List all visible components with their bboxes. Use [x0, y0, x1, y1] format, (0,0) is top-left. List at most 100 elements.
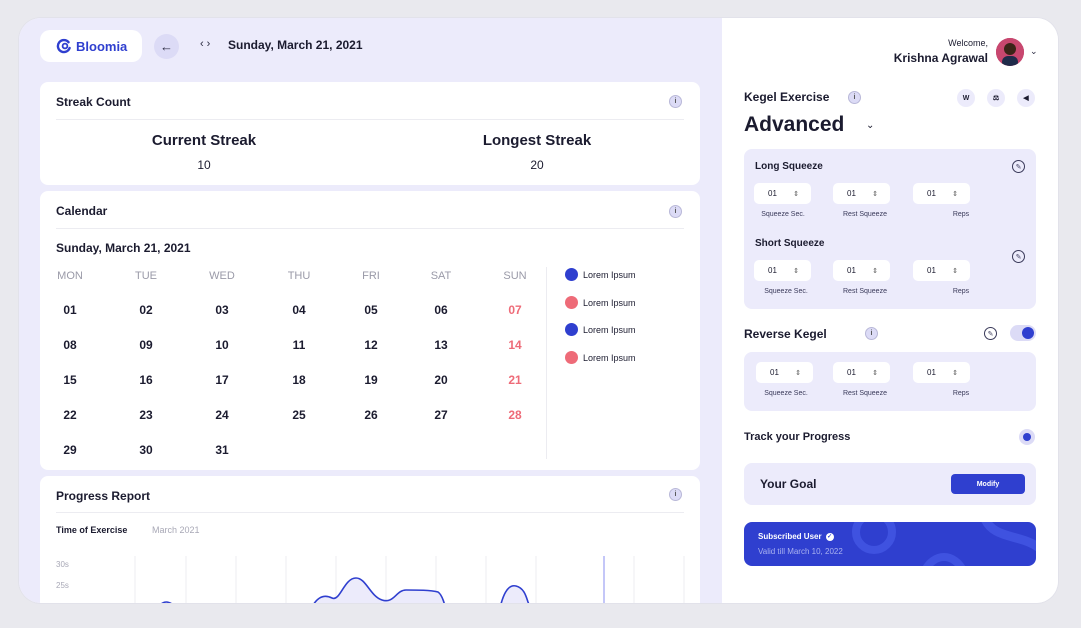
stepper-arrows-icon[interactable]: ⇕: [952, 267, 958, 275]
rest-squeeze-stepper[interactable]: 01 ⇕: [833, 362, 890, 383]
calendar-day[interactable]: 31: [215, 443, 229, 457]
progress-card: Progress Report i Time of Exercise March…: [40, 476, 700, 603]
calendar-card: Calendar i Sunday, March 21, 2021 MON TU…: [40, 191, 700, 470]
calendar-day[interactable]: 30: [139, 443, 153, 457]
level-select[interactable]: Advanced: [744, 113, 845, 136]
calendar-day[interactable]: 19: [364, 373, 378, 387]
calendar-day[interactable]: 12: [364, 338, 378, 352]
calendar-day[interactable]: 09: [139, 338, 153, 352]
weekday-sat: SAT: [430, 270, 452, 282]
legend-label: Lorem Ipsum: [583, 297, 636, 308]
info-icon[interactable]: i: [669, 488, 682, 501]
track-progress-radio[interactable]: [1019, 429, 1035, 445]
calendar-day[interactable]: 20: [434, 373, 448, 387]
calendar-day[interactable]: 15: [63, 373, 77, 387]
squeeze-sec-stepper[interactable]: 01 ⇕: [754, 260, 811, 281]
chart-area-series: [313, 577, 445, 603]
longest-streak: Longest Streak 20: [437, 132, 637, 172]
reps-stepper[interactable]: 01 ⇕: [913, 362, 970, 383]
stepper-arrows-icon[interactable]: ⇕: [872, 369, 878, 377]
calendar-day[interactable]: 27: [434, 408, 448, 422]
legend-item: Lorem Ipsum: [565, 351, 636, 364]
short-squeeze-label: Short Squeeze: [755, 238, 825, 249]
rest-squeeze-stepper[interactable]: 01 ⇕: [833, 183, 890, 204]
calendar-day[interactable]: 10: [215, 338, 229, 352]
calendar-day[interactable]: 07: [508, 303, 522, 317]
progress-month[interactable]: March 2021: [152, 525, 200, 535]
info-icon[interactable]: i: [848, 91, 861, 104]
stepper-value: 01: [927, 189, 936, 198]
calendar-day[interactable]: 22: [63, 408, 77, 422]
brand-name: Bloomia: [76, 38, 128, 54]
calendar-day[interactable]: 06: [434, 303, 448, 317]
edit-icon[interactable]: ✎: [984, 327, 997, 340]
kegel-title: Kegel Exercise: [744, 90, 830, 104]
calendar-day[interactable]: 17: [215, 373, 229, 387]
calendar-day[interactable]: 29: [63, 443, 77, 457]
calendar-day[interactable]: 26: [364, 408, 378, 422]
stepper-value: 01: [847, 189, 856, 198]
subscription-title: Subscribed User ✓: [758, 532, 834, 541]
legend-item: Lorem Ipsum: [565, 323, 636, 336]
calendar-day[interactable]: 24: [215, 408, 229, 422]
stepper-caption: Squeeze Sec.: [764, 390, 808, 397]
chevron-down-icon[interactable]: ⌄: [1030, 46, 1038, 56]
stepper-caption: Squeeze Sec.: [764, 288, 808, 295]
edit-icon[interactable]: ✎: [1012, 250, 1025, 263]
calendar-day[interactable]: 13: [434, 338, 448, 352]
calendar-day[interactable]: 02: [139, 303, 153, 317]
divider: [56, 512, 684, 513]
calendar-day[interactable]: 04: [292, 303, 306, 317]
scale-icon[interactable]: ⚖: [987, 89, 1005, 107]
date-nav-arrows[interactable]: ‹›: [200, 38, 213, 50]
chevron-right-icon[interactable]: ›: [206, 38, 214, 50]
divider: [546, 267, 547, 459]
brand-logo[interactable]: Bloomia: [40, 30, 142, 62]
avatar[interactable]: [996, 38, 1024, 66]
modify-button[interactable]: Modify: [951, 474, 1025, 494]
subscription-valid: Valid till March 10, 2022: [758, 547, 843, 556]
track-progress-title: Track your Progress: [744, 431, 851, 443]
speaker-icon[interactable]: ◀: [1017, 89, 1035, 107]
weekday-sun: SUN: [503, 270, 527, 282]
calendar-day[interactable]: 28: [508, 408, 522, 422]
chevron-down-icon[interactable]: ⌄: [866, 120, 875, 131]
stepper-arrows-icon[interactable]: ⇕: [793, 267, 799, 275]
reps-stepper[interactable]: 01 ⇕: [913, 260, 970, 281]
back-button[interactable]: ←: [154, 34, 179, 59]
user-avatar-image: [996, 38, 1024, 66]
calendar-day[interactable]: 18: [292, 373, 306, 387]
calendar-day[interactable]: 21: [508, 373, 522, 387]
edit-icon[interactable]: ✎: [1012, 160, 1025, 173]
progress-subtitle: Time of Exercise: [56, 525, 128, 535]
w-icon[interactable]: W: [957, 89, 975, 107]
stepper-arrows-icon[interactable]: ⇕: [952, 369, 958, 377]
stepper-caption: Rest Squeeze: [843, 390, 887, 397]
squeeze-sec-stepper[interactable]: 01 ⇕: [754, 183, 811, 204]
weekday-thu: THU: [287, 270, 311, 282]
legend-dot: [565, 323, 578, 336]
calendar-day[interactable]: 11: [292, 338, 306, 352]
info-icon[interactable]: i: [669, 205, 682, 218]
info-icon[interactable]: i: [865, 327, 878, 340]
chart-area-series: [161, 601, 172, 603]
stepper-arrows-icon[interactable]: ⇕: [795, 369, 801, 377]
stepper-arrows-icon[interactable]: ⇕: [793, 190, 799, 198]
calendar-day[interactable]: 16: [139, 373, 153, 387]
chevron-left-icon[interactable]: ‹: [200, 38, 207, 50]
squeeze-sec-stepper[interactable]: 01 ⇕: [756, 362, 813, 383]
info-icon[interactable]: i: [669, 95, 682, 108]
rest-squeeze-stepper[interactable]: 01 ⇕: [833, 260, 890, 281]
calendar-day[interactable]: 14: [508, 338, 522, 352]
reps-stepper[interactable]: 01 ⇕: [913, 183, 970, 204]
calendar-day[interactable]: 01: [63, 303, 77, 317]
calendar-day[interactable]: 05: [364, 303, 378, 317]
stepper-arrows-icon[interactable]: ⇕: [952, 190, 958, 198]
calendar-day[interactable]: 25: [292, 408, 306, 422]
stepper-arrows-icon[interactable]: ⇕: [872, 267, 878, 275]
reverse-kegel-toggle[interactable]: [1010, 325, 1036, 341]
stepper-arrows-icon[interactable]: ⇕: [872, 190, 878, 198]
calendar-day[interactable]: 23: [139, 408, 153, 422]
calendar-day[interactable]: 08: [63, 338, 77, 352]
calendar-day[interactable]: 03: [215, 303, 229, 317]
